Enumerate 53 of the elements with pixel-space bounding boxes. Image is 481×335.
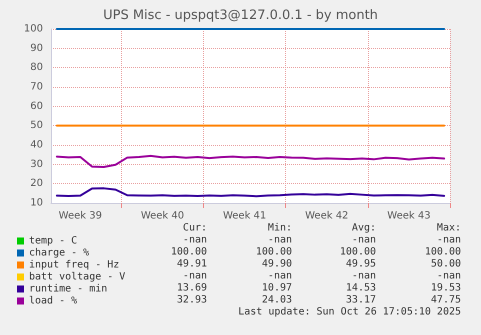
legend-label: batt voltage - V [29,272,126,282]
line-series [56,154,446,168]
y-tick-label: 40 [30,140,43,150]
text: -nan [182,270,208,282]
text: 24.03 [262,294,292,306]
legend-label: temp - C [29,236,78,246]
text: 13.69 [176,282,208,294]
text: 49.95 [346,258,376,270]
text: -nan [268,234,292,246]
legend-label: load - % [29,296,78,306]
text: Last update: Sun Oct 26 17:05:10 2025 [238,306,462,318]
text: Avg: [352,222,376,234]
text: 49.90 [262,258,292,270]
x-tick-label: Week 43 [387,210,431,222]
chart-title: UPS Misc - upspqt3@127.0.0.1 - by month [103,8,378,23]
y-tick-label: 90 [30,42,43,54]
text: Cur: [182,222,208,234]
text: Max: [436,222,462,234]
text: 100.00 [340,246,376,258]
text: 32.93 [176,294,208,306]
text: -nan [352,234,376,246]
x-tick-label: Week 42 [305,210,348,222]
text: 47.75 [430,294,462,306]
y-tick-label: 80 [30,62,43,74]
text: 33.17 [346,294,376,306]
text: -nan [436,234,462,246]
legend-label: input freq - Hz [29,260,120,270]
text: Min: [268,222,292,234]
y-tick-label: 100 [24,24,43,34]
text: 100.00 [424,246,461,258]
text: -nan [182,234,208,246]
text: -nan [268,270,292,282]
text: 19.53 [430,282,462,294]
text: -nan [352,270,376,282]
text: 100.00 [256,246,292,258]
y-tick-label: 20 [30,178,43,190]
x-tick-label: Week 39 [58,210,102,222]
text: 50.00 [430,258,462,270]
text: 14.53 [346,282,376,294]
y-tick-label: 10 [30,198,43,208]
text: 100.00 [170,246,207,258]
line-series [56,187,446,198]
legend-label: runtime - min [29,284,108,294]
legend-label: charge - % [29,248,90,258]
x-tick-label: Week 40 [140,210,184,222]
y-tick-label: 60 [30,100,43,112]
y-tick-label: 70 [30,82,43,92]
x-tick-label: Week 41 [222,210,266,222]
text: -nan [436,270,462,282]
y-tick-label: 30 [30,158,43,170]
y-tick-label: 50 [30,120,43,132]
text: 10.97 [262,282,292,294]
text: 49.91 [176,258,208,270]
